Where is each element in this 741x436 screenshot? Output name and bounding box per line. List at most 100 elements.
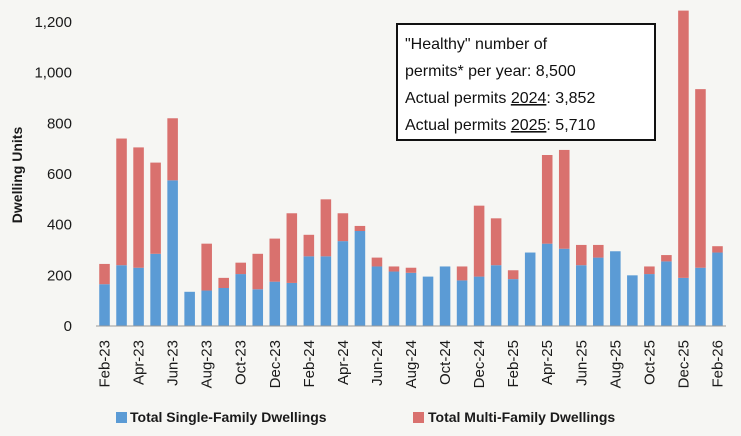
bar-multi-family [558, 149, 570, 249]
bar-multi-family [133, 147, 144, 268]
bar-single-family [184, 291, 195, 326]
annotation-box: "Healthy" number of permits* per year: 8… [396, 23, 656, 141]
bar-single-family [661, 261, 672, 326]
legend-label-single-family: Total Single-Family Dwellings [130, 409, 327, 425]
bar-single-family [150, 253, 161, 326]
bar-single-family [541, 243, 553, 326]
x-tick-label: Jun-24 [369, 340, 386, 386]
annotation-frame [396, 23, 656, 141]
bar-single-family [678, 277, 689, 326]
bar-single-family [337, 241, 349, 326]
y-axis-ticks: 0 200 400 600 800 1,000 1,200 [34, 14, 72, 335]
bar-multi-family [473, 205, 485, 277]
bar-multi-family [303, 234, 315, 257]
bar-multi-family [388, 266, 400, 272]
annotation-line-4-suffix: : 5,710 [546, 117, 595, 134]
bar-multi-family [116, 138, 127, 266]
x-tick-label: Apr-23 [131, 340, 148, 385]
annotation-year-2025: 2025 [511, 117, 547, 134]
bar-single-family [235, 274, 247, 326]
bar-multi-family [405, 267, 417, 273]
bar-multi-family [678, 10, 689, 278]
bar-single-family [524, 252, 536, 326]
x-tick-label: Oct-24 [437, 340, 454, 385]
x-tick-label: Feb-24 [301, 340, 318, 388]
y-axis-label: Dwelling Units [9, 127, 25, 224]
bar-multi-family [269, 238, 281, 282]
bar-single-family [269, 281, 281, 326]
annotation-line-2: permits* per year: 8,500 [405, 63, 576, 80]
bar-multi-family [235, 262, 247, 275]
legend: Total Single-Family Dwellings Total Mult… [116, 409, 615, 425]
bar-multi-family [167, 118, 178, 181]
bar-multi-family [337, 213, 349, 242]
bar-multi-family [712, 246, 723, 253]
annotation-line-3: Actual permits 2024: 3,852 [405, 90, 595, 107]
bar-multi-family [456, 266, 468, 281]
x-tick-label: Feb-23 [97, 340, 114, 388]
x-tick-label: Apr-25 [539, 340, 556, 385]
bar-single-family [303, 256, 315, 326]
bar-multi-family [541, 155, 553, 244]
bar-single-family [218, 288, 229, 326]
annotation-line-4-prefix: Actual permits [405, 117, 511, 134]
bar-single-family [116, 265, 127, 326]
legend-label-multi-family: Total Multi-Family Dwellings [428, 409, 615, 425]
bar-single-family [99, 284, 110, 326]
bar-single-family [712, 252, 723, 326]
bar-single-family [422, 276, 434, 326]
bar-multi-family [99, 263, 110, 285]
annotation-year-2024: 2024 [511, 90, 547, 107]
annotation-line-3-suffix: : 3,852 [546, 90, 595, 107]
y-tick-label: 600 [47, 166, 72, 183]
legend-swatch-single-family [116, 412, 127, 423]
x-tick-label: Jun-23 [165, 340, 182, 386]
bar-multi-family [252, 253, 264, 290]
x-tick-label: Dec-24 [471, 340, 488, 388]
bar-multi-family [695, 89, 706, 268]
bar-multi-family [661, 255, 672, 262]
bar-multi-family [286, 213, 298, 283]
x-tick-label: Aug-23 [199, 340, 216, 388]
bar-single-family [456, 280, 468, 326]
y-tick-label: 200 [47, 267, 72, 284]
y-tick-label: 1,000 [34, 65, 72, 82]
bar-multi-family [150, 162, 161, 254]
bar-multi-family [490, 218, 502, 266]
bar-single-family [575, 265, 587, 326]
x-tick-label: Aug-24 [403, 340, 420, 388]
bar-single-family [610, 251, 621, 326]
bar-multi-family [201, 243, 212, 291]
x-tick-label: Jun-25 [573, 340, 590, 386]
bar-single-family [593, 257, 604, 326]
x-tick-label: Feb-25 [505, 340, 522, 388]
x-tick-label: Dec-23 [267, 340, 284, 388]
bars [99, 10, 723, 326]
bar-single-family [371, 266, 383, 326]
x-axis-ticks: Feb-23 Apr-23 Jun-23 Aug-23 Oct-23 Dec-23 Feb-… [97, 340, 727, 388]
y-tick-label: 800 [47, 115, 72, 132]
bar-single-family [695, 267, 706, 326]
bar-multi-family [593, 244, 604, 258]
bar-multi-family [320, 199, 332, 257]
bar-multi-family [644, 266, 655, 275]
bar-single-family [558, 248, 570, 326]
x-tick-label: Oct-25 [641, 340, 658, 385]
bar-single-family [490, 265, 502, 326]
bar-single-family [627, 275, 638, 326]
x-tick-label: Aug-25 [607, 340, 624, 388]
bar-single-family [320, 256, 332, 326]
bar-single-family [507, 279, 519, 326]
x-tick-label: Feb-26 [709, 340, 726, 388]
bar-single-family [644, 274, 655, 326]
y-tick-label: 0 [64, 318, 72, 335]
bar-multi-family [507, 270, 519, 280]
bar-single-family [388, 271, 400, 326]
x-tick-label: Dec-25 [675, 340, 692, 388]
bar-multi-family [371, 257, 383, 267]
bar-single-family [439, 266, 451, 326]
bar-single-family [473, 276, 485, 326]
bar-single-family [133, 267, 144, 326]
